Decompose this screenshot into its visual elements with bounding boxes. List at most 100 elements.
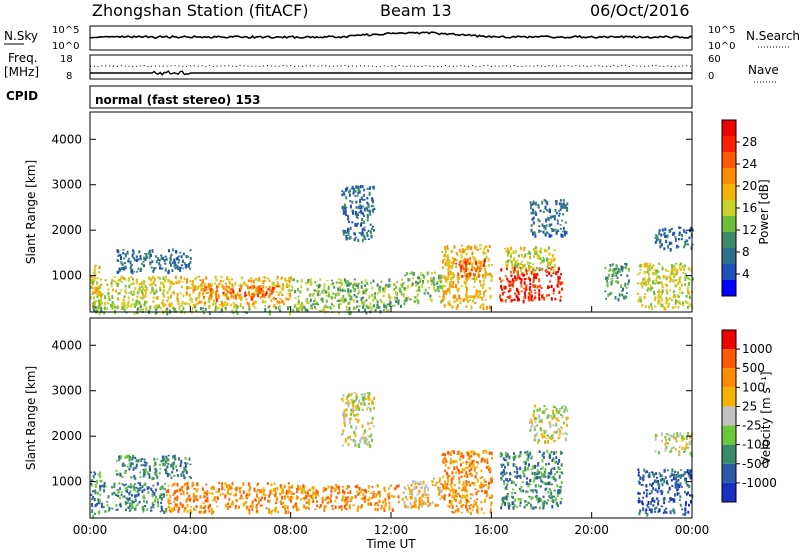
echo-cell (281, 495, 284, 500)
echo-cell (385, 308, 388, 313)
echo-cell (562, 405, 565, 407)
echo-cell (131, 503, 133, 508)
echo-cell (171, 248, 174, 252)
echo-cell (225, 288, 228, 291)
echo-cell (648, 492, 651, 495)
echo-cell (344, 298, 347, 302)
echo-cell (665, 445, 668, 450)
echo-cell (463, 250, 466, 254)
echo-cell (464, 485, 467, 489)
echo-cell (134, 456, 137, 459)
echo-cell (143, 264, 145, 267)
echo-cell (92, 305, 95, 308)
echo-cell (437, 486, 440, 491)
echo-cell (288, 498, 290, 501)
echo-cell (189, 509, 192, 512)
echo-cell (685, 239, 688, 241)
echo-cell (637, 300, 640, 303)
echo-cell (684, 278, 687, 281)
echo-cell (672, 306, 674, 309)
echo-cell (228, 281, 231, 284)
echo-cell (132, 455, 135, 459)
echo-cell (151, 286, 154, 290)
echo-cell (144, 504, 147, 507)
echo-cell (659, 277, 662, 280)
echo-cell (548, 488, 551, 491)
echo-cell (358, 305, 361, 307)
echo-cell (130, 485, 133, 489)
echo-cell (404, 298, 407, 301)
echo-cell (445, 255, 448, 258)
echo-cell (349, 393, 352, 397)
echo-cell (467, 245, 470, 249)
echo-cell (529, 255, 531, 260)
echo-cell (361, 424, 364, 428)
echo-cell (330, 279, 333, 282)
echo-cell (224, 293, 227, 297)
echo-cell (154, 472, 157, 476)
echo-cell (546, 265, 549, 269)
echo-cell (482, 307, 485, 311)
echo-cell (424, 502, 427, 506)
echo-cell (467, 273, 470, 276)
echo-cell (274, 297, 277, 300)
echo-cell (473, 503, 476, 506)
echo-cell (687, 491, 689, 495)
echo-cell (344, 415, 347, 419)
echo-cell (164, 460, 167, 464)
echo-cell (337, 311, 340, 315)
echo-cell (362, 302, 365, 306)
echo-cell (466, 263, 469, 266)
echo-cell (451, 495, 454, 499)
echo-cell (545, 231, 548, 234)
colorbar-swatch (722, 425, 736, 445)
echo-cell (262, 294, 265, 298)
echo-cell (274, 508, 277, 513)
echo-cell (95, 307, 98, 309)
echo-cell (539, 261, 542, 265)
echo-cell (642, 503, 644, 506)
cpid-text: normal (fast stereo) 153 (95, 93, 261, 107)
echo-cell (546, 209, 549, 212)
echo-cell (484, 490, 487, 494)
echo-cell (242, 490, 245, 494)
echo-cell (451, 481, 453, 485)
echo-cell (660, 474, 663, 478)
echo-cell (375, 299, 378, 302)
echo-cell (665, 288, 668, 292)
echo-cell (503, 285, 506, 290)
echo-cell (264, 308, 267, 312)
echo-cell (312, 486, 315, 490)
echo-cell (529, 203, 532, 207)
echo-cell (506, 264, 509, 268)
echo-cell (481, 304, 483, 307)
echo-cell (531, 217, 534, 220)
velocity-panel-frame (89, 317, 693, 519)
echo-cell (334, 505, 337, 509)
colorbar-swatch (722, 152, 736, 168)
echo-cell (433, 477, 435, 480)
echo-cell (268, 495, 271, 498)
echo-cell (555, 417, 558, 421)
echo-cell (103, 311, 106, 315)
echo-cell (337, 287, 340, 291)
echo-cell (486, 458, 489, 463)
echo-cell (174, 275, 177, 279)
echo-cell (152, 296, 155, 299)
echo-cell (116, 306, 119, 310)
echo-cell (464, 260, 467, 263)
echo-cell (140, 281, 143, 286)
echo-cell (672, 290, 675, 293)
echo-cell (465, 291, 468, 295)
echo-cell (173, 454, 176, 458)
echo-cell (554, 297, 557, 301)
echo-cell (220, 308, 223, 312)
echo-cell (462, 481, 465, 485)
echo-cell (170, 302, 173, 306)
echo-cell (464, 285, 467, 288)
echo-cell (372, 492, 375, 495)
colorbar-swatch (722, 232, 736, 248)
echo-cell (409, 272, 412, 275)
echo-cell (171, 292, 174, 294)
echo-cell (160, 493, 163, 497)
